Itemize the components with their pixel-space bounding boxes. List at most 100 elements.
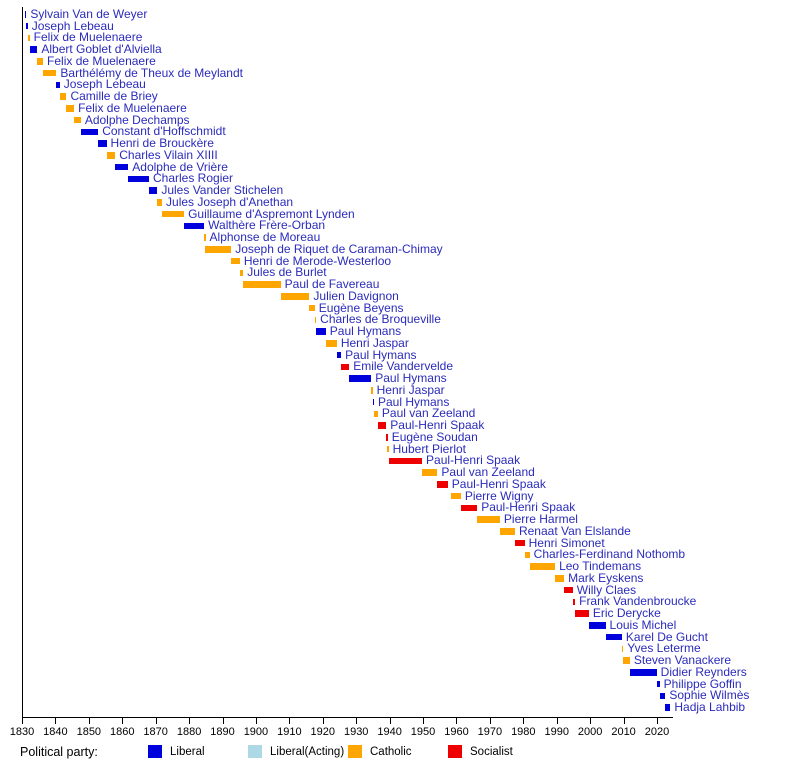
- x-tick-label: 1980: [511, 726, 536, 738]
- x-tick-label: 1870: [143, 726, 168, 738]
- minister-name-label: Yves Leterme: [627, 641, 701, 656]
- legend-label: Catholic: [370, 746, 412, 758]
- x-tick: [222, 718, 224, 724]
- x-tick: [356, 718, 358, 724]
- x-tick-label: 1930: [343, 726, 369, 738]
- x-tick: [322, 718, 324, 724]
- term-bar: [665, 704, 671, 711]
- x-tick-label: 1860: [110, 726, 135, 738]
- term-bar: [184, 222, 205, 230]
- minister-name-label: Joseph Lebeau: [31, 18, 114, 33]
- minister-name-label: Felix de Muelenaere: [47, 53, 156, 68]
- minister-name-label: Jules Joseph d'Anethan: [166, 194, 294, 209]
- minister-name-label: Pierre Wigny: [464, 488, 534, 503]
- x-tick-label: 1910: [277, 726, 302, 738]
- x-tick: [423, 718, 425, 724]
- term-bar: [555, 575, 565, 582]
- minister-name-label: Alphonse de Moreau: [209, 230, 321, 245]
- term-bar: [37, 58, 44, 65]
- term-bar: [205, 246, 232, 253]
- term-bar: [621, 645, 624, 653]
- minister-name-label: Paul-Henri Spaak: [481, 500, 576, 515]
- term-bar: [514, 539, 525, 547]
- term-bar: [25, 11, 27, 18]
- term-bar: [106, 152, 116, 159]
- minister-name-label: Paul Hymans: [345, 347, 417, 362]
- term-bar: [243, 281, 281, 288]
- minister-name-label: Steven Vanackere: [633, 653, 732, 668]
- term-bar: [74, 116, 81, 124]
- term-bar: [477, 516, 500, 523]
- x-tick: [122, 718, 124, 724]
- minister-name-label: Constant d'Hoffschmidt: [102, 124, 226, 139]
- term-bar: [575, 610, 589, 617]
- x-tick-label: 1960: [444, 726, 469, 738]
- minister-name-label: Henri de Brouckère: [110, 136, 214, 151]
- term-bar: [66, 105, 75, 112]
- minister-name-label: Adolphe de Vrière: [132, 159, 228, 174]
- term-bar: [372, 398, 374, 406]
- term-bar: [386, 434, 388, 441]
- minister-name-label: Paul van Zeeland: [441, 465, 535, 480]
- term-bar: [605, 633, 622, 641]
- term-bar: [377, 422, 387, 429]
- minister-name-label: Eugène Beyens: [318, 300, 404, 315]
- minister-name-label: Paul Hymans: [329, 324, 402, 339]
- x-tick: [523, 718, 525, 724]
- minister-name-label: Charles-Ferdinand Nothomb: [533, 547, 686, 562]
- term-bar: [499, 528, 515, 535]
- minister-name-label: Didier Reynders: [660, 664, 747, 679]
- y-axis-line: [22, 7, 23, 718]
- minister-name-label: Charles Rogier: [153, 171, 234, 186]
- term-bar: [524, 551, 530, 559]
- term-bar: [656, 680, 660, 688]
- term-bar: [43, 69, 57, 77]
- minister-name-label: Camille de Briey: [70, 89, 158, 104]
- minister-name-label: Paul de Favereau: [284, 277, 380, 292]
- term-bar: [460, 504, 478, 512]
- term-bar: [349, 375, 372, 382]
- minister-name-label: Charles de Broqueville: [320, 312, 441, 327]
- x-tick-label: 1990: [544, 726, 569, 738]
- term-bar: [157, 199, 163, 206]
- minister-name-label: Frank Vandenbroucke: [579, 594, 697, 609]
- minister-name-label: Hadja Lahbib: [674, 700, 746, 714]
- x-tick-label: 1920: [310, 726, 336, 738]
- minister-name-label: Walthère Frère-Orban: [208, 218, 326, 233]
- x-axis-line: [22, 717, 673, 718]
- term-bar: [26, 22, 28, 30]
- minister-name-label: Eugène Soudan: [391, 429, 478, 444]
- x-tick-label: 1970: [477, 726, 503, 738]
- term-bar: [437, 481, 448, 488]
- x-tick: [556, 718, 558, 724]
- minister-name-label: Philippe Goffin: [663, 676, 742, 691]
- term-bar: [451, 492, 461, 500]
- term-bar: [231, 257, 240, 265]
- term-bar: [149, 187, 158, 194]
- term-bar: [29, 46, 38, 53]
- x-tick-label: 1950: [410, 726, 436, 738]
- x-tick: [255, 718, 257, 724]
- term-bar: [128, 175, 149, 183]
- term-bar: [98, 140, 107, 147]
- term-bar: [56, 81, 60, 89]
- legend-swatch: [348, 745, 362, 758]
- legend-swatch: [148, 745, 162, 758]
- minister-name-label: Mark Eyskens: [568, 570, 644, 585]
- minister-name-label: Jules de Burlet: [247, 265, 327, 280]
- minister-name-label: Sylvain Van de Weyer: [30, 7, 148, 21]
- term-bar: [388, 457, 423, 465]
- x-tick: [590, 718, 592, 724]
- minister-name-label: Sophie Wilmès: [669, 688, 750, 703]
- minister-name-label: Julien Davignon: [313, 288, 399, 303]
- minister-name-label: Jules Vander Stichelen: [161, 183, 284, 198]
- minister-name-label: Felix de Muelenaere: [78, 100, 187, 115]
- x-tick: [155, 718, 157, 724]
- x-tick-label: 1840: [43, 726, 68, 738]
- x-tick-label: 1880: [176, 726, 202, 738]
- legend-label: Socialist: [470, 746, 513, 758]
- x-tick: [489, 718, 491, 724]
- term-bar: [325, 340, 337, 347]
- minister-name-label: Eric Derycke: [592, 606, 661, 621]
